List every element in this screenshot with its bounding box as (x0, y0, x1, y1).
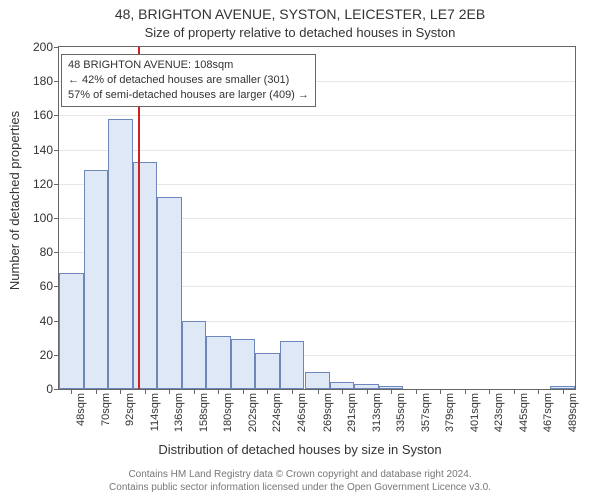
histogram-bar (305, 372, 330, 389)
y-tick-label: 100 (33, 211, 59, 225)
y-axis-label: Number of detached properties (6, 0, 24, 400)
y-tick-label: 140 (33, 143, 59, 157)
x-tick-label: 246sqm (296, 393, 308, 432)
x-tick-label: 158sqm (198, 393, 210, 432)
gridline (59, 115, 575, 116)
x-tick-label: 445sqm (518, 393, 530, 432)
y-tick-label: 80 (40, 245, 59, 259)
histogram-bar (133, 162, 158, 389)
x-tick-label: 269sqm (322, 393, 334, 432)
annotation-line-2: ← 42% of detached houses are smaller (30… (68, 73, 309, 88)
histogram-bar (59, 273, 84, 389)
x-tick-label: 70sqm (100, 393, 112, 426)
footer-line-2: Contains public sector information licen… (0, 481, 600, 494)
x-tick-mark (367, 389, 368, 394)
annotation-box: 48 BRIGHTON AVENUE: 108sqm← 42% of detac… (61, 54, 316, 107)
chart-page: 48, BRIGHTON AVENUE, SYSTON, LEICESTER, … (0, 0, 600, 500)
histogram-bar (231, 339, 256, 389)
x-tick-label: 357sqm (420, 393, 432, 432)
x-tick-label: 224sqm (271, 393, 283, 432)
y-tick-label: 120 (33, 177, 59, 191)
x-tick-label: 489sqm (567, 393, 579, 432)
x-tick-mark (318, 389, 319, 394)
x-tick-mark (563, 389, 564, 394)
chart-subtitle: Size of property relative to detached ho… (0, 25, 600, 40)
x-tick-mark (96, 389, 97, 394)
x-tick-mark (342, 389, 343, 394)
histogram-bar (255, 353, 280, 389)
chart-title: 48, BRIGHTON AVENUE, SYSTON, LEICESTER, … (0, 6, 600, 22)
y-tick-label: 180 (33, 74, 59, 88)
x-tick-label: 291sqm (346, 393, 358, 432)
histogram-bar (206, 336, 231, 389)
x-tick-label: 467sqm (542, 393, 554, 432)
x-tick-mark (489, 389, 490, 394)
x-tick-label: 379sqm (444, 393, 456, 432)
x-tick-label: 136sqm (173, 393, 185, 432)
x-tick-mark (145, 389, 146, 394)
x-tick-label: 92sqm (124, 393, 136, 426)
x-tick-mark (194, 389, 195, 394)
x-tick-label: 180sqm (222, 393, 234, 432)
x-tick-mark (292, 389, 293, 394)
histogram-bar (157, 197, 182, 389)
x-tick-mark (440, 389, 441, 394)
x-tick-mark (267, 389, 268, 394)
y-axis-label-text: Number of detached properties (8, 110, 23, 289)
footer-line-1: Contains HM Land Registry data © Crown c… (0, 468, 600, 481)
x-tick-mark (416, 389, 417, 394)
x-tick-mark (514, 389, 515, 394)
x-tick-mark (538, 389, 539, 394)
histogram-bar (182, 321, 207, 389)
footer-attribution: Contains HM Land Registry data © Crown c… (0, 468, 600, 494)
x-tick-mark (465, 389, 466, 394)
y-tick-label: 0 (46, 382, 59, 396)
x-tick-mark (169, 389, 170, 394)
y-tick-label: 160 (33, 108, 59, 122)
annotation-line-1: 48 BRIGHTON AVENUE: 108sqm (68, 58, 309, 73)
histogram-bar (84, 170, 109, 389)
histogram-bar (330, 382, 355, 389)
x-tick-mark (218, 389, 219, 394)
x-tick-label: 114sqm (149, 393, 161, 431)
histogram-bar (280, 341, 305, 389)
y-tick-label: 20 (40, 348, 59, 362)
x-tick-label: 401sqm (469, 393, 481, 432)
x-tick-mark (120, 389, 121, 394)
x-tick-label: 313sqm (371, 393, 383, 432)
x-tick-mark (391, 389, 392, 394)
y-tick-label: 200 (33, 40, 59, 54)
y-tick-label: 60 (40, 279, 59, 293)
x-tick-label: 423sqm (493, 393, 505, 432)
x-tick-label: 48sqm (75, 393, 87, 426)
y-tick-label: 40 (40, 314, 59, 328)
x-axis-label: Distribution of detached houses by size … (0, 442, 600, 457)
x-tick-mark (243, 389, 244, 394)
x-tick-mark (71, 389, 72, 394)
gridline (59, 150, 575, 151)
x-tick-label: 202sqm (247, 393, 259, 432)
annotation-line-3: 57% of semi-detached houses are larger (… (68, 88, 309, 103)
histogram-bar (108, 119, 133, 389)
x-tick-label: 335sqm (395, 393, 407, 432)
